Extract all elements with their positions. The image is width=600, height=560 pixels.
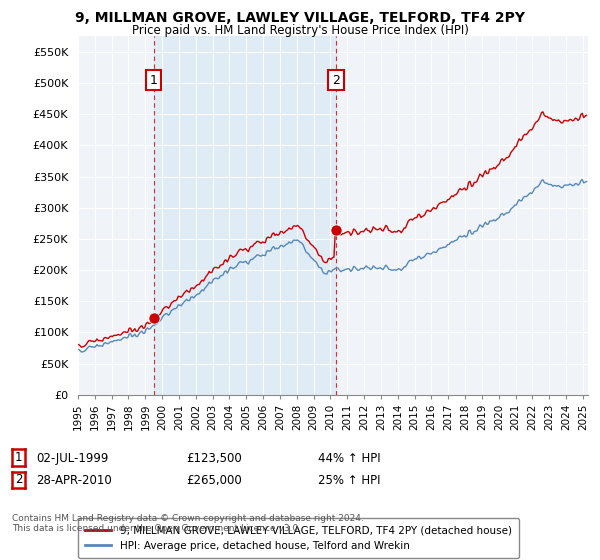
Text: 44% ↑ HPI: 44% ↑ HPI <box>318 451 380 465</box>
Text: £123,500: £123,500 <box>186 451 242 465</box>
Text: 28-APR-2010: 28-APR-2010 <box>36 474 112 487</box>
Bar <box>154 36 336 395</box>
Text: £265,000: £265,000 <box>186 474 242 487</box>
Legend: 9, MILLMAN GROVE, LAWLEY VILLAGE, TELFORD, TF4 2PY (detached house), HPI: Averag: 9, MILLMAN GROVE, LAWLEY VILLAGE, TELFOR… <box>78 519 519 558</box>
Text: 9, MILLMAN GROVE, LAWLEY VILLAGE, TELFORD, TF4 2PY: 9, MILLMAN GROVE, LAWLEY VILLAGE, TELFOR… <box>75 11 525 25</box>
Text: 2: 2 <box>332 73 340 87</box>
Text: Price paid vs. HM Land Registry's House Price Index (HPI): Price paid vs. HM Land Registry's House … <box>131 24 469 36</box>
Text: Contains HM Land Registry data © Crown copyright and database right 2024.
This d: Contains HM Land Registry data © Crown c… <box>12 514 364 534</box>
Text: 1: 1 <box>150 73 158 87</box>
Text: 1: 1 <box>15 451 22 464</box>
Text: 2: 2 <box>15 473 22 487</box>
Text: 25% ↑ HPI: 25% ↑ HPI <box>318 474 380 487</box>
Text: 02-JUL-1999: 02-JUL-1999 <box>36 451 109 465</box>
